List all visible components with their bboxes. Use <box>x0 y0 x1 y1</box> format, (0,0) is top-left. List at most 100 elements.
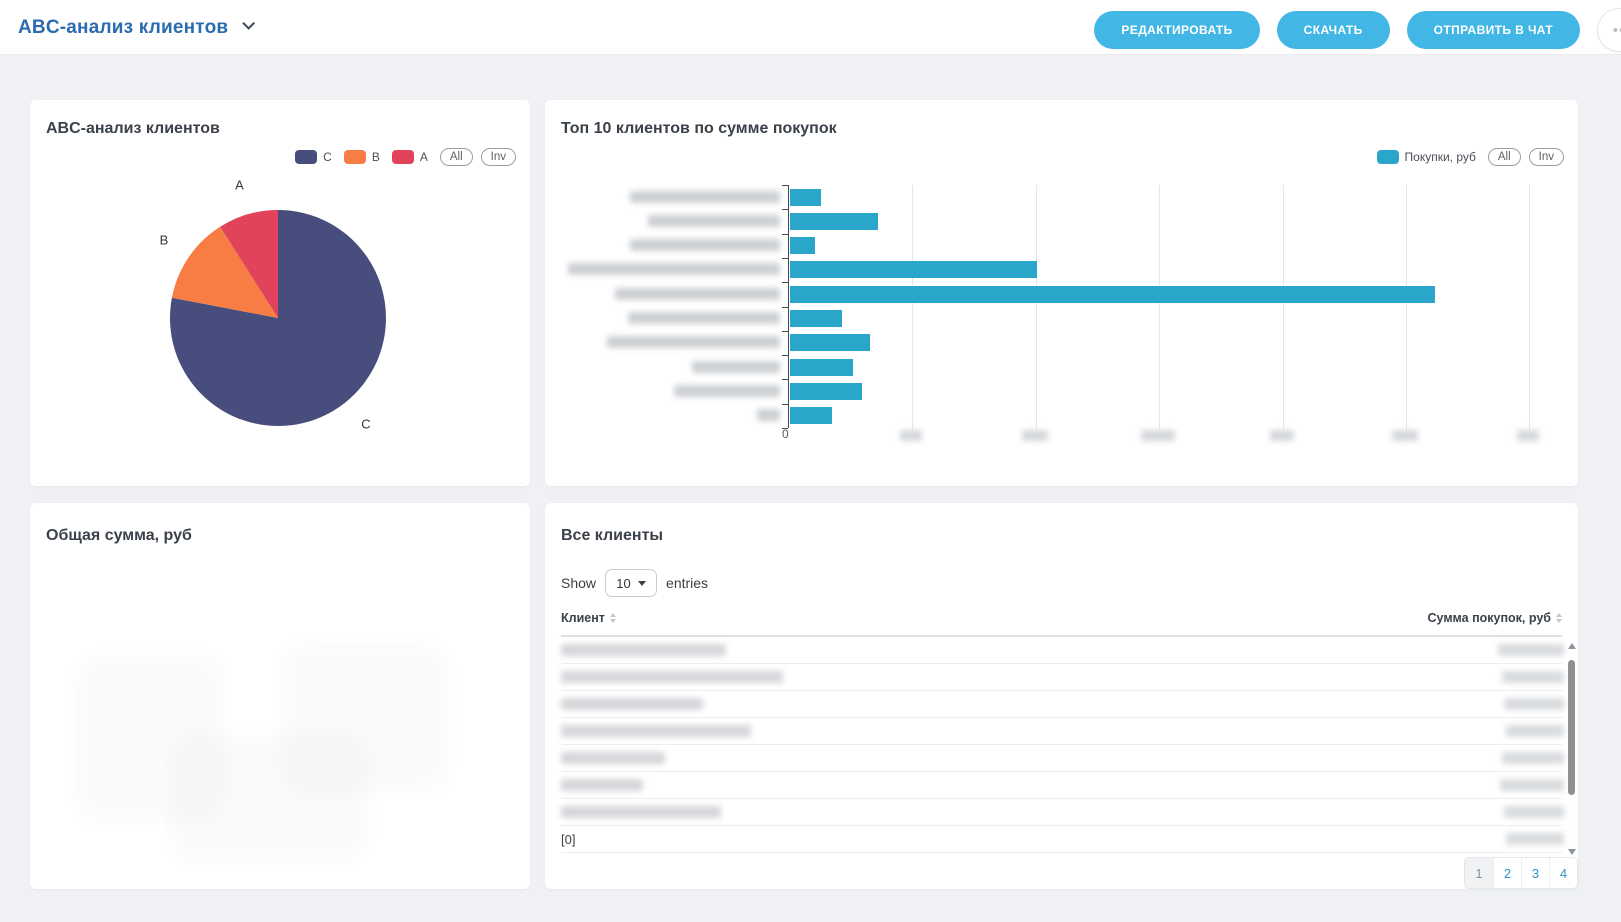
purchase-sum-redacted <box>1502 752 1564 764</box>
y-axis-tick <box>782 185 788 186</box>
table-scrollbar[interactable] <box>1567 643 1577 855</box>
filter-button-inv[interactable]: Inv <box>480 148 516 166</box>
purchase-sum-redacted <box>1506 725 1564 737</box>
entries-label: entries <box>666 575 709 591</box>
table-header-divider <box>561 635 1562 637</box>
table-row[interactable] <box>561 691 1564 718</box>
bar-category-label-redacted <box>607 336 780 348</box>
table-row[interactable] <box>561 718 1564 745</box>
scroll-up-icon[interactable] <box>1568 643 1576 649</box>
action-button-отправить-в-чат[interactable]: ОТПРАВИТЬ В ЧАТ <box>1406 11 1580 49</box>
gridline <box>912 185 913 430</box>
table-row[interactable] <box>561 637 1564 664</box>
bar-client-10[interactable] <box>790 407 832 424</box>
bar-category-label-redacted <box>674 385 780 397</box>
bar-client-8[interactable] <box>790 359 853 376</box>
gridline <box>1406 185 1407 430</box>
pagination-page-2[interactable]: 2 <box>1493 858 1521 888</box>
bar-plot-area <box>782 185 1548 430</box>
bar-client-3[interactable] <box>790 237 815 254</box>
bar-card-title: Топ 10 клиентов по сумме покупок <box>561 120 837 137</box>
bar-client-1[interactable] <box>790 189 821 206</box>
x-axis-tick-label-redacted <box>1392 430 1418 441</box>
bar-category-label-redacted <box>630 239 780 251</box>
abc-pie-chart: C B A <box>160 180 386 431</box>
bar-category-label-redacted <box>615 288 780 300</box>
client-name-redacted <box>561 698 703 710</box>
table-row[interactable]: [0] <box>561 826 1564 853</box>
client-name-redacted <box>561 779 643 791</box>
legend-swatch <box>391 150 414 164</box>
filter-button-inv[interactable]: Inv <box>1528 148 1564 166</box>
y-axis-tick <box>782 404 788 405</box>
table-row[interactable] <box>561 664 1564 691</box>
table-row[interactable] <box>561 772 1564 799</box>
bar-client-7[interactable] <box>790 334 870 351</box>
bar-client-5[interactable] <box>790 286 1435 303</box>
purchase-sum-redacted <box>1498 644 1564 656</box>
entries-control: Show 10 entries <box>561 569 708 597</box>
column-header-sum[interactable]: Сумма покупок, руб <box>1428 611 1562 625</box>
bar-category-label-redacted <box>757 409 780 421</box>
table-row[interactable] <box>561 745 1564 772</box>
bar-client-4[interactable] <box>790 261 1037 278</box>
table-header: Клиент Сумма покупок, руб <box>561 603 1562 633</box>
pagination-page-3[interactable]: 3 <box>1521 858 1549 888</box>
x-axis-tick-label-redacted <box>1141 430 1175 441</box>
entries-select[interactable]: 10 <box>605 569 658 597</box>
chevron-down-icon <box>242 17 256 30</box>
client-column-label: Клиент <box>561 611 605 625</box>
y-axis-tick <box>782 331 788 332</box>
table-body: [0] <box>561 637 1564 853</box>
scrollbar-thumb[interactable] <box>1568 660 1575 795</box>
client-name-redacted <box>561 644 726 656</box>
page-title: ABC-анализ клиентов <box>18 16 229 38</box>
purchase-sum-redacted <box>1504 806 1564 818</box>
bar-client-6[interactable] <box>790 310 842 327</box>
pie-slice-label-C: C <box>361 416 370 431</box>
filter-button-all[interactable]: All <box>439 148 473 166</box>
y-axis-tick <box>782 428 788 429</box>
filter-button-all[interactable]: All <box>1487 148 1521 166</box>
legend-item: B <box>343 150 380 164</box>
pie-slice-A[interactable] <box>220 209 278 318</box>
legend-swatch <box>1376 150 1399 164</box>
table-card-title: Все клиенты <box>561 527 664 544</box>
scroll-down-icon[interactable] <box>1568 849 1576 855</box>
top10-bar-card: Топ 10 клиентов по сумме покупок Покупки… <box>545 100 1578 486</box>
legend-item: C <box>295 150 332 164</box>
pie-slice-B[interactable] <box>171 226 278 318</box>
y-axis-tick <box>782 307 788 308</box>
pie-slice-label-A: A <box>235 180 244 193</box>
table-row[interactable] <box>561 799 1564 826</box>
client-name-redacted <box>561 806 721 818</box>
total-sum-card: Общая сумма, руб <box>30 503 530 889</box>
bar-category-label-redacted <box>628 312 780 324</box>
pie-slice-C[interactable] <box>169 210 386 426</box>
legend-swatch <box>343 150 366 164</box>
gridline <box>1529 185 1530 430</box>
bar-client-9[interactable] <box>790 383 862 400</box>
action-button-редактировать[interactable]: РЕДАКТИРОВАТЬ <box>1094 11 1260 49</box>
y-axis-tick <box>782 355 788 356</box>
all-clients-card: Все клиенты Show 10 entries Клиент Сумма… <box>545 503 1578 889</box>
dashboard-title-dropdown[interactable]: ABC-анализ клиентов <box>18 0 256 55</box>
action-button-скачать[interactable]: СКАЧАТЬ <box>1276 11 1390 49</box>
show-label: Show <box>561 575 597 591</box>
client-name-redacted <box>561 725 751 737</box>
pie-slice-label-B: B <box>160 232 169 247</box>
column-header-client[interactable]: Клиент <box>561 611 616 625</box>
purchase-sum-redacted <box>1500 779 1564 791</box>
top-bar: ABC-анализ клиентов РЕДАКТИРОВАТЬ СКАЧАТЬ… <box>0 0 1621 55</box>
client-name-redacted <box>561 752 665 764</box>
purchase-sum-redacted <box>1506 833 1564 845</box>
x-axis-zero-label: 0 <box>782 427 789 441</box>
bar-client-2[interactable] <box>790 213 878 230</box>
entries-select-value: 10 <box>616 575 631 591</box>
pagination-page-4[interactable]: 4 <box>1549 858 1577 888</box>
abc-pie-card: ABC-анализ клиентов C B A All Inv C B A <box>30 100 530 486</box>
legend-swatch <box>295 150 318 164</box>
bar-category-label-redacted <box>568 263 780 275</box>
more-options-button[interactable]: •• <box>1597 8 1621 52</box>
pagination-page-1[interactable]: 1 <box>1465 858 1493 888</box>
